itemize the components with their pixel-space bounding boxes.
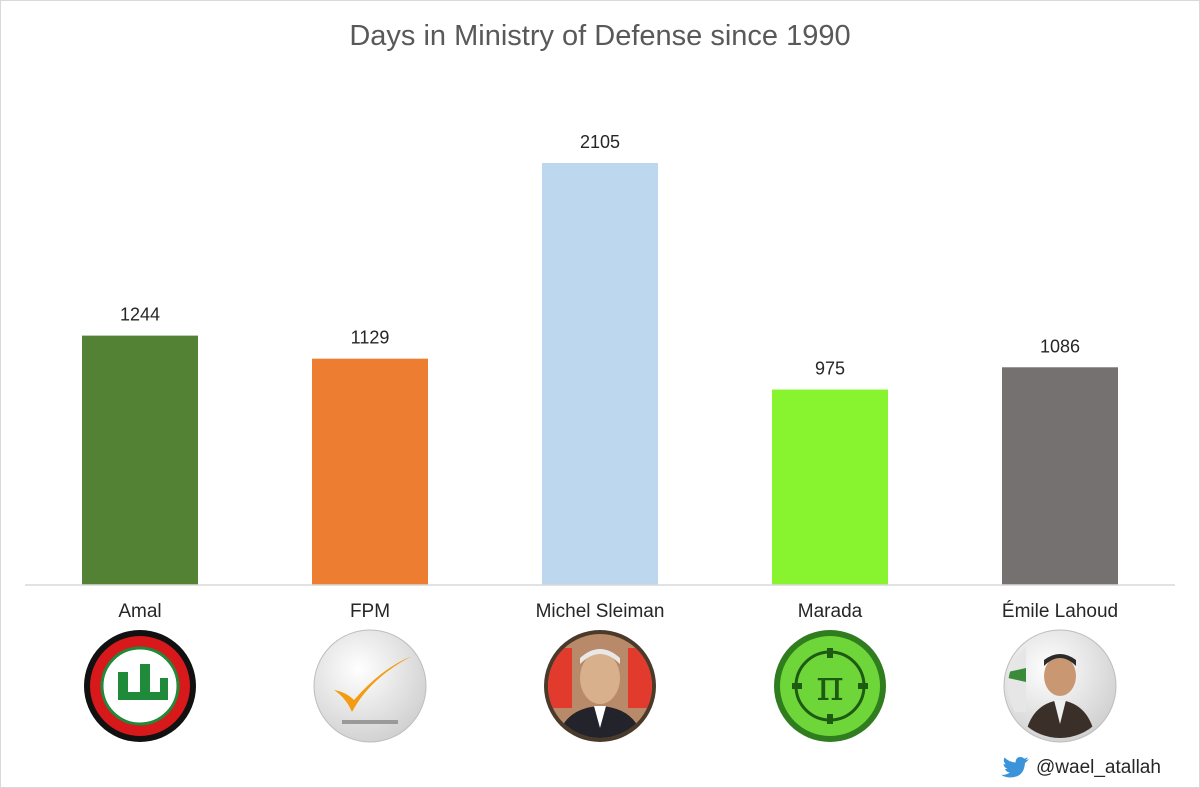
category-label-marada: Marada [798,601,863,622]
bar-fpm[interactable] [312,358,428,585]
category-label-fpm: FPM [350,601,390,622]
marada-logo-icon: π [774,630,886,742]
category-label-amal: Amal [118,601,161,622]
data-label-michel-sleiman: 2105 [580,132,620,152]
amal-logo-icon [84,630,196,742]
fpm-logo-icon [313,629,427,743]
category-label-michel-sleiman: Michel Sleiman [536,601,665,622]
data-label-marada: 975 [815,359,845,379]
bar-marada[interactable] [772,389,888,585]
michel-sleiman-portrait-icon [544,630,656,742]
category-label-emile-lahoud: Émile Lahoud [1002,601,1118,622]
bar-amal[interactable] [82,335,198,585]
twitter-credit[interactable]: @wael_atallah [1000,756,1161,780]
chart-title: Days in Ministry of Defense since 1990 [349,20,851,52]
bar-michel-sleiman[interactable] [542,163,658,585]
twitter-bird-icon [1001,757,1029,778]
twitter-handle: @wael_atallah [1036,757,1161,778]
svg-text:π: π [816,661,844,710]
emile-lahoud-portrait-icon [1003,629,1117,743]
data-label-amal: 1244 [120,305,160,325]
data-label-emile-lahoud: 1086 [1040,336,1080,356]
data-label-fpm: 1129 [351,328,390,348]
bar-emile-lahoud[interactable] [1002,367,1118,585]
